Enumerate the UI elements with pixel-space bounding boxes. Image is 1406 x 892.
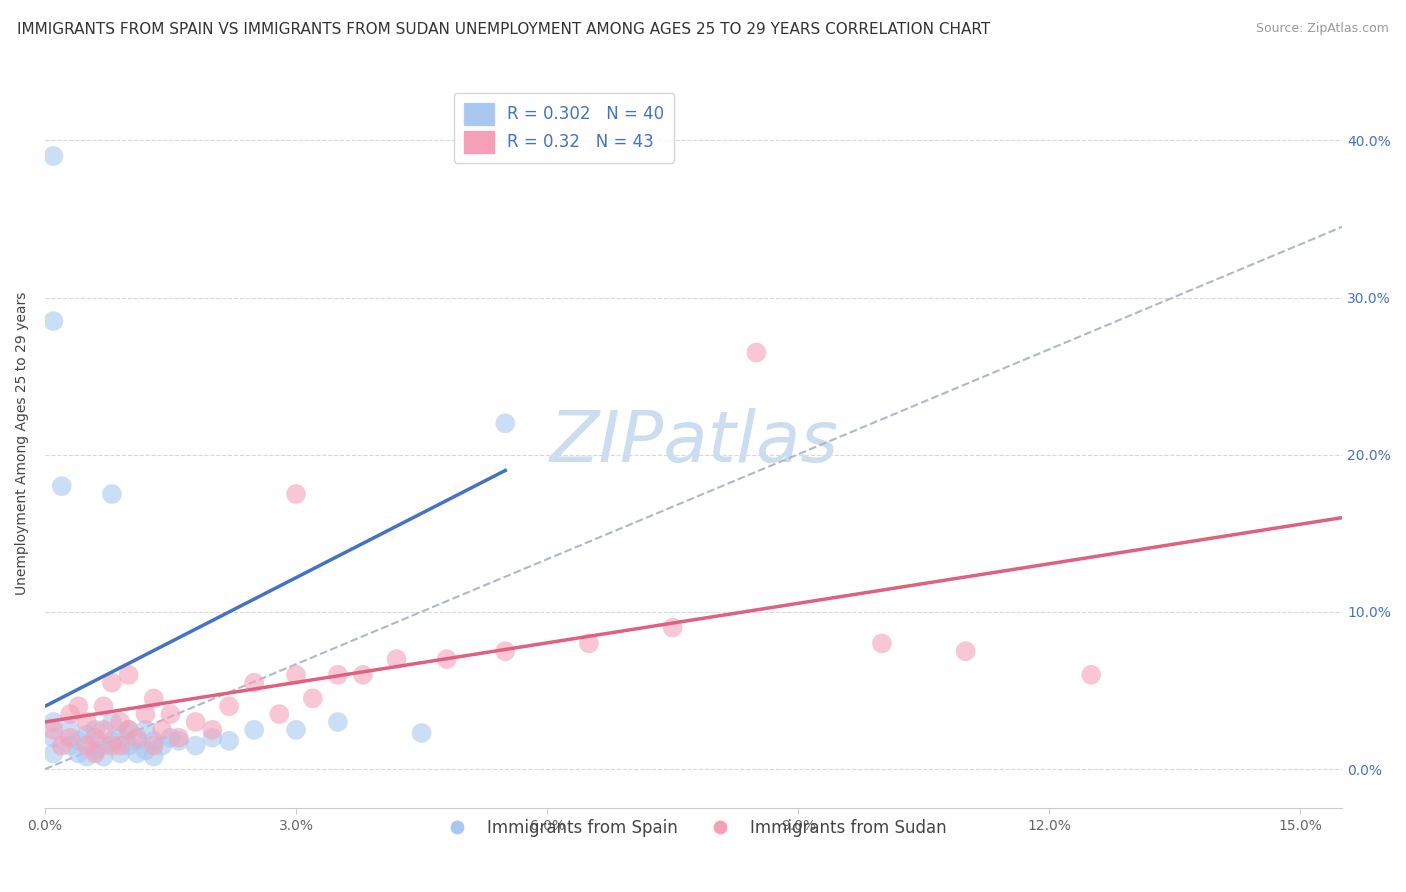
Point — [93, 723, 115, 737]
Point — [661, 621, 683, 635]
Point — [142, 691, 165, 706]
Point — [134, 707, 156, 722]
Point — [125, 734, 148, 748]
Point — [110, 731, 132, 745]
Point — [51, 739, 73, 753]
Point — [84, 747, 107, 761]
Point — [301, 691, 323, 706]
Point — [76, 727, 98, 741]
Point — [59, 731, 82, 745]
Point — [578, 636, 600, 650]
Point — [326, 714, 349, 729]
Point — [411, 726, 433, 740]
Point — [42, 714, 65, 729]
Point — [159, 731, 181, 745]
Point — [67, 734, 90, 748]
Point — [93, 739, 115, 753]
Point — [955, 644, 977, 658]
Point — [243, 675, 266, 690]
Point — [352, 668, 374, 682]
Point — [101, 675, 124, 690]
Point — [76, 714, 98, 729]
Text: IMMIGRANTS FROM SPAIN VS IMMIGRANTS FROM SUDAN UNEMPLOYMENT AMONG AGES 25 TO 29 : IMMIGRANTS FROM SPAIN VS IMMIGRANTS FROM… — [17, 22, 990, 37]
Point — [42, 723, 65, 737]
Point — [42, 149, 65, 163]
Point — [150, 739, 173, 753]
Point — [385, 652, 408, 666]
Point — [59, 739, 82, 753]
Text: Source: ZipAtlas.com: Source: ZipAtlas.com — [1256, 22, 1389, 36]
Point — [167, 731, 190, 745]
Point — [84, 723, 107, 737]
Point — [67, 747, 90, 761]
Point — [118, 739, 141, 753]
Point — [150, 723, 173, 737]
Point — [142, 739, 165, 753]
Point — [42, 731, 65, 745]
Point — [494, 417, 516, 431]
Point — [59, 723, 82, 737]
Point — [218, 734, 240, 748]
Point — [118, 668, 141, 682]
Point — [201, 731, 224, 745]
Point — [159, 707, 181, 722]
Point — [110, 747, 132, 761]
Point — [76, 739, 98, 753]
Point — [243, 723, 266, 737]
Point — [218, 699, 240, 714]
Point — [59, 707, 82, 722]
Point — [494, 644, 516, 658]
Point — [134, 723, 156, 737]
Point — [93, 749, 115, 764]
Point — [42, 314, 65, 328]
Point — [201, 723, 224, 737]
Point — [118, 723, 141, 737]
Point — [110, 739, 132, 753]
Point — [184, 739, 207, 753]
Point — [118, 723, 141, 737]
Point — [436, 652, 458, 666]
Point — [84, 731, 107, 745]
Point — [93, 699, 115, 714]
Point — [101, 487, 124, 501]
Point — [42, 747, 65, 761]
Point — [269, 707, 291, 722]
Point — [142, 734, 165, 748]
Point — [110, 714, 132, 729]
Point — [184, 714, 207, 729]
Point — [285, 668, 308, 682]
Point — [326, 668, 349, 682]
Point — [142, 749, 165, 764]
Point — [101, 714, 124, 729]
Point — [285, 723, 308, 737]
Point — [285, 487, 308, 501]
Point — [101, 739, 124, 753]
Point — [101, 734, 124, 748]
Point — [870, 636, 893, 650]
Point — [745, 345, 768, 359]
Y-axis label: Unemployment Among Ages 25 to 29 years: Unemployment Among Ages 25 to 29 years — [15, 292, 30, 595]
Legend: Immigrants from Spain, Immigrants from Sudan: Immigrants from Spain, Immigrants from S… — [434, 813, 953, 844]
Point — [1080, 668, 1102, 682]
Point — [84, 743, 107, 757]
Text: ZIPatlas: ZIPatlas — [550, 409, 838, 477]
Point — [76, 749, 98, 764]
Point — [51, 479, 73, 493]
Point — [134, 743, 156, 757]
Point — [167, 734, 190, 748]
Point — [125, 731, 148, 745]
Point — [67, 699, 90, 714]
Point — [125, 747, 148, 761]
